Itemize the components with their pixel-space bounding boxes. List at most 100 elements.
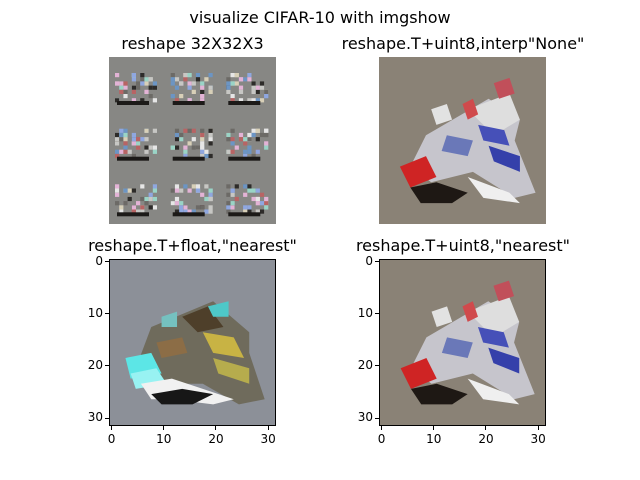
panel-4-ytick-label: 0 xyxy=(365,253,373,268)
mosaic-pixel xyxy=(200,132,205,138)
mosaic-pixel xyxy=(144,201,149,206)
mosaic-pixel xyxy=(243,77,248,82)
airplane-drawing xyxy=(399,77,536,204)
mosaic-pixel xyxy=(123,89,128,94)
panel-4-ytick-label: 30 xyxy=(357,410,373,425)
mosaic-pixel xyxy=(136,145,141,150)
mosaic-pixel xyxy=(195,73,201,78)
mosaic-pixel xyxy=(187,73,192,78)
mosaic-pixel xyxy=(174,145,180,150)
mosaic-pixel xyxy=(152,128,157,133)
panel-4-title: reshape.T+uint8,"nearest" xyxy=(355,236,571,255)
mosaic-pixel xyxy=(191,128,196,133)
mosaic-pixel xyxy=(119,128,124,133)
mosaic-pixel xyxy=(123,132,128,138)
mosaic-pixel xyxy=(208,132,213,138)
mosaic-pixel xyxy=(251,98,256,103)
mosaic-pixel xyxy=(174,98,180,103)
mosaic-pixel xyxy=(187,209,192,214)
mosaic-pixel xyxy=(200,98,205,103)
panel-3-xtick-label: 30 xyxy=(260,432,276,446)
mosaic-pixel xyxy=(123,128,128,133)
panel-4-ytick-label: 10 xyxy=(357,305,373,320)
panel-3-ytick xyxy=(105,261,109,263)
panel-4-ytick xyxy=(375,417,379,419)
mosaic-pixel xyxy=(200,153,205,159)
mosaic-pixel xyxy=(204,209,209,214)
mosaic-pixel xyxy=(243,153,248,159)
mosaic-pixel xyxy=(247,137,252,142)
panel-3-ytick-label: 10 xyxy=(87,305,103,320)
mosaic-pixel xyxy=(187,141,192,146)
mosaic-pixel xyxy=(226,81,231,86)
mosaic-pixel xyxy=(264,128,269,133)
mosaic-pixel xyxy=(152,85,157,90)
mosaic-pixel xyxy=(243,209,248,214)
mosaic-pixel xyxy=(152,188,157,193)
mosaic-pixel xyxy=(230,128,235,133)
mosaic-pixel xyxy=(259,81,265,86)
mosaic-pixel xyxy=(234,145,239,150)
mosaic-pixel xyxy=(191,184,196,189)
panel-3-xtick xyxy=(111,426,113,430)
mosaic-pixel xyxy=(259,132,265,138)
panel-3-ytick xyxy=(105,417,109,419)
mosaic-pixel xyxy=(200,149,205,154)
mosaic-pixel xyxy=(208,137,213,142)
mosaic-pixel xyxy=(170,94,175,99)
mosaic-pixel xyxy=(247,77,252,82)
mosaic-pixel xyxy=(131,209,136,214)
mosaic-pixel xyxy=(148,85,153,90)
mosaic-pixel xyxy=(131,85,136,90)
mosaic-pixel xyxy=(148,77,153,82)
mosaic-pixel xyxy=(115,141,120,146)
panel-3-ytick-label: 20 xyxy=(87,357,103,372)
mosaic-pixel xyxy=(119,137,124,142)
mosaic-pixel xyxy=(187,188,192,193)
mosaic-pixel xyxy=(230,141,235,146)
mosaic-pixel xyxy=(238,132,244,138)
mosaic-pixel xyxy=(179,94,184,99)
mosaic-pixel xyxy=(123,201,128,206)
mosaic-pixel xyxy=(152,196,157,202)
mosaic-pixel xyxy=(226,89,231,94)
mosaic-pixel xyxy=(183,73,188,78)
mosaic-pixel xyxy=(226,184,231,189)
mosaic-pixel xyxy=(238,77,244,82)
mosaic-pixel xyxy=(148,205,153,210)
panel-2-image xyxy=(379,57,546,224)
mosaic-shadow xyxy=(228,101,261,105)
mosaic-pixel xyxy=(230,94,235,99)
mosaic-pixel xyxy=(200,85,205,90)
mosaic-pixel xyxy=(226,192,231,197)
mosaic-pixel xyxy=(243,184,248,189)
mosaic-pixel xyxy=(131,188,136,193)
mosaic-pixel xyxy=(200,192,205,197)
mosaic-pixel xyxy=(204,149,209,154)
mosaic-pixel xyxy=(226,149,231,154)
mosaic-pixel xyxy=(247,184,252,189)
mosaic-pixel xyxy=(131,153,136,159)
mosaic-pixel xyxy=(170,201,175,206)
mosaic-pixel xyxy=(140,196,145,202)
mosaic-pixel xyxy=(123,145,128,150)
mosaic-pixel xyxy=(174,85,180,90)
mosaic-pixel xyxy=(191,145,196,150)
mosaic-pixel xyxy=(183,184,188,189)
mosaic-pixel xyxy=(208,153,213,159)
panel-3-xtick-label: 20 xyxy=(208,432,224,446)
mosaic-pixel xyxy=(123,141,128,146)
mosaic-pixel xyxy=(119,89,124,94)
mosaic-pixel xyxy=(144,145,149,150)
mosaic-pixel xyxy=(264,201,269,206)
panel-4-xtick xyxy=(537,426,539,430)
mosaic-pixel xyxy=(226,209,231,214)
mosaic-pixel xyxy=(115,149,120,154)
mosaic-pixel xyxy=(251,89,256,94)
mosaic-pixel xyxy=(131,73,136,78)
mosaic-pixel xyxy=(251,85,256,90)
mosaic-pixel xyxy=(234,81,239,86)
mosaic-pixel xyxy=(174,128,180,133)
mosaic-pixel xyxy=(179,137,184,142)
mosaic-pixel xyxy=(144,149,149,154)
